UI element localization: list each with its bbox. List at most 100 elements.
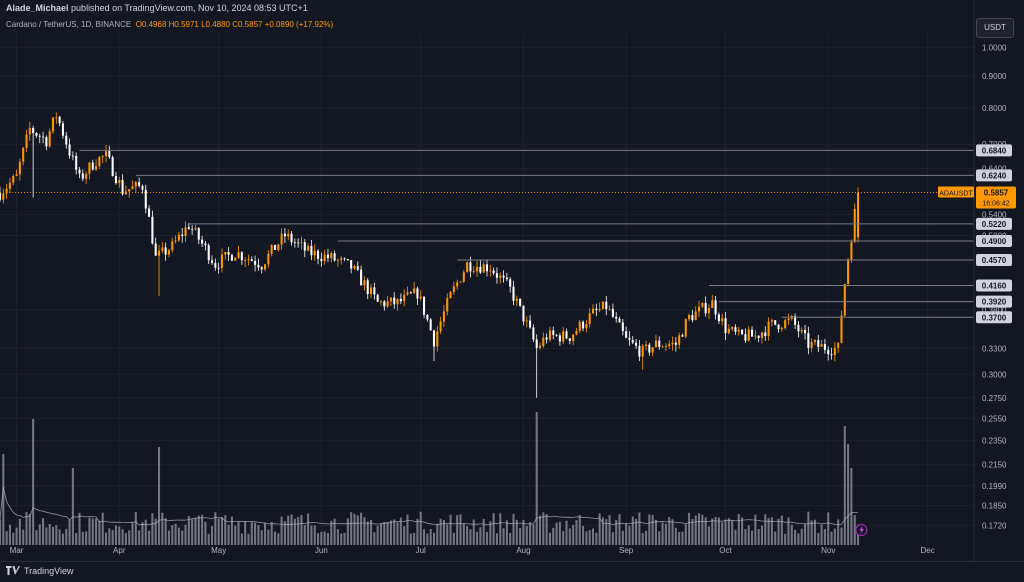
candle-body: [58, 116, 61, 124]
candle-body: [240, 252, 243, 261]
price-chart[interactable]: 0.6840 0.6240 0.5220 0.4900 0.4570 0.4160 0.39…: [0, 0, 1024, 561]
footer-bar: TradingView: [0, 561, 1024, 582]
candle-body: [472, 271, 475, 273]
volume-bar: [635, 518, 638, 545]
volume-bar: [585, 531, 588, 545]
y-tick-label: 0.2350: [982, 437, 1007, 446]
candle-body: [214, 262, 217, 268]
candle-body: [558, 335, 561, 342]
candle-body: [737, 329, 740, 332]
volume-bar: [707, 526, 710, 545]
volume-bar: [764, 514, 767, 545]
volume-bar: [833, 528, 836, 545]
volume-bar: [565, 520, 568, 545]
candle-body: [81, 173, 84, 179]
volume-bar: [101, 512, 104, 545]
candle-body: [353, 266, 356, 269]
candle-body: [224, 252, 227, 255]
candle-body: [293, 242, 296, 244]
currency-button[interactable]: USDT: [976, 18, 1014, 38]
volume-bar: [297, 517, 300, 545]
y-tick-label: 0.2550: [982, 414, 1007, 423]
candle-body: [572, 334, 575, 342]
candle-body: [270, 244, 273, 254]
candle-body: [582, 321, 585, 329]
volume-bar: [701, 514, 704, 545]
volume-bar: [446, 524, 449, 545]
level-label: 0.3920: [982, 298, 1007, 307]
candle-body: [611, 308, 614, 317]
candle-body: [131, 186, 134, 190]
candle-body: [42, 136, 45, 138]
candle-body: [671, 342, 674, 345]
volume-bar: [512, 513, 515, 545]
volume-bar: [847, 444, 850, 545]
volume-bar: [688, 512, 691, 545]
candle-body: [502, 275, 505, 278]
candle-body: [615, 316, 618, 319]
volume-bar: [601, 517, 604, 545]
candle-body: [250, 259, 253, 262]
volume-bar: [595, 532, 598, 545]
volume-bar: [91, 518, 94, 545]
candle-body: [28, 127, 31, 135]
candle-body: [492, 270, 495, 274]
volume-bar: [668, 517, 671, 545]
volume-bar: [721, 522, 724, 545]
candle-body: [542, 337, 545, 346]
volume-bar: [747, 525, 750, 545]
candle-body: [794, 316, 797, 325]
candle-body: [187, 227, 190, 229]
candle-body: [721, 318, 724, 322]
candle-body: [691, 315, 694, 321]
volume-bar: [167, 530, 170, 545]
volume-bar: [48, 524, 51, 545]
candle-body: [568, 338, 571, 342]
volume-bar: [681, 531, 684, 545]
level-label-box: [976, 279, 1012, 292]
volume-bar: [310, 525, 313, 545]
tradingview-logo[interactable]: TradingView: [6, 566, 74, 576]
candle-body: [55, 116, 58, 118]
y-tick-label: 0.1850: [982, 502, 1007, 511]
candle-body: [608, 308, 611, 310]
volume-bar: [784, 533, 787, 545]
level-label: 0.3700: [982, 313, 1007, 322]
volume-bar: [698, 513, 701, 545]
candle-body: [207, 245, 210, 261]
volume-bar: [234, 525, 237, 545]
candle-body: [108, 150, 111, 158]
candle-body: [191, 228, 194, 230]
volume-bar: [227, 524, 230, 545]
volume-bar: [704, 517, 707, 545]
volume-bar: [628, 525, 631, 545]
candle-body: [774, 320, 777, 325]
volume-bar: [588, 529, 591, 545]
candle-body: [562, 331, 565, 342]
level-label: 0.4160: [982, 281, 1007, 290]
candle-body: [757, 335, 760, 338]
volume-bar: [363, 517, 366, 545]
candle-body: [565, 331, 568, 339]
candle-body: [751, 329, 754, 337]
candle-body: [403, 294, 406, 302]
candle-body: [515, 298, 518, 301]
volume-bar: [572, 524, 575, 545]
volume-bar: [409, 533, 412, 545]
candle-body: [777, 324, 780, 330]
volume-bar: [641, 532, 644, 545]
y-tick-label: 0.7000: [982, 140, 1007, 149]
candle-body: [674, 342, 677, 345]
volume-bar: [98, 520, 101, 545]
publisher-name[interactable]: Alade_Michael: [6, 3, 69, 13]
candle-body: [247, 259, 250, 261]
volume-bar: [757, 528, 760, 545]
volume-bar: [317, 533, 320, 545]
volume-bar: [194, 518, 197, 545]
candle-body: [65, 135, 68, 145]
volume-bar: [18, 518, 21, 545]
symbol-title[interactable]: Cardano / TetherUS, 1D, BINANCE: [6, 20, 132, 29]
volume-bar: [770, 517, 773, 545]
volume-bar: [326, 533, 330, 545]
candle-body: [807, 333, 810, 348]
